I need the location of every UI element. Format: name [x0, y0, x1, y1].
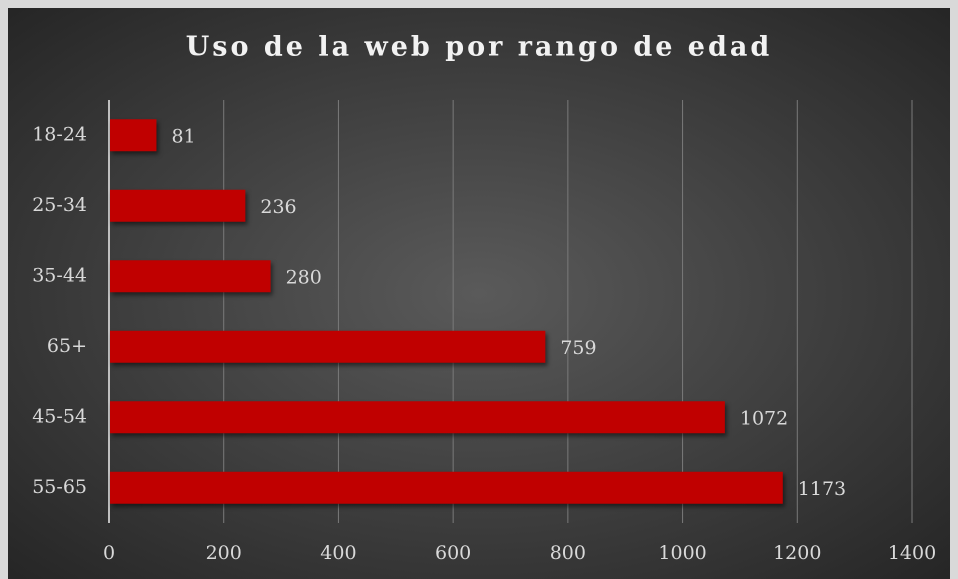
data-label: 236: [260, 196, 296, 218]
x-tick-label: 1400: [888, 542, 936, 564]
y-tick-label: 35-44: [32, 264, 87, 286]
data-label: 81: [171, 125, 195, 147]
y-tick-label: 65+: [47, 335, 87, 357]
x-tick-label: 800: [550, 542, 586, 564]
data-label: 280: [286, 266, 322, 288]
y-tick-label: 45-54: [32, 405, 87, 427]
y-tick-label: 55-65: [32, 476, 87, 498]
bar: [110, 330, 546, 363]
data-label: 759: [560, 337, 596, 359]
data-label: 1173: [798, 478, 846, 500]
x-tick-label: 1000: [658, 542, 706, 564]
bar: [110, 189, 246, 222]
x-tick-label: 0: [103, 542, 115, 564]
bar: [110, 119, 157, 152]
y-tick-label: 25-34: [32, 194, 87, 216]
x-tick-label: 400: [320, 542, 356, 564]
bar: [110, 471, 783, 504]
data-label: 1072: [740, 407, 788, 429]
chart-title: Uso de la web por rango de edad: [186, 32, 773, 63]
x-tick-label: 600: [435, 542, 471, 564]
bar: [110, 260, 271, 293]
bar: [110, 401, 725, 434]
y-tick-label: 18-24: [32, 123, 87, 145]
x-tick-label: 1200: [773, 542, 821, 564]
x-tick-label: 200: [206, 542, 242, 564]
